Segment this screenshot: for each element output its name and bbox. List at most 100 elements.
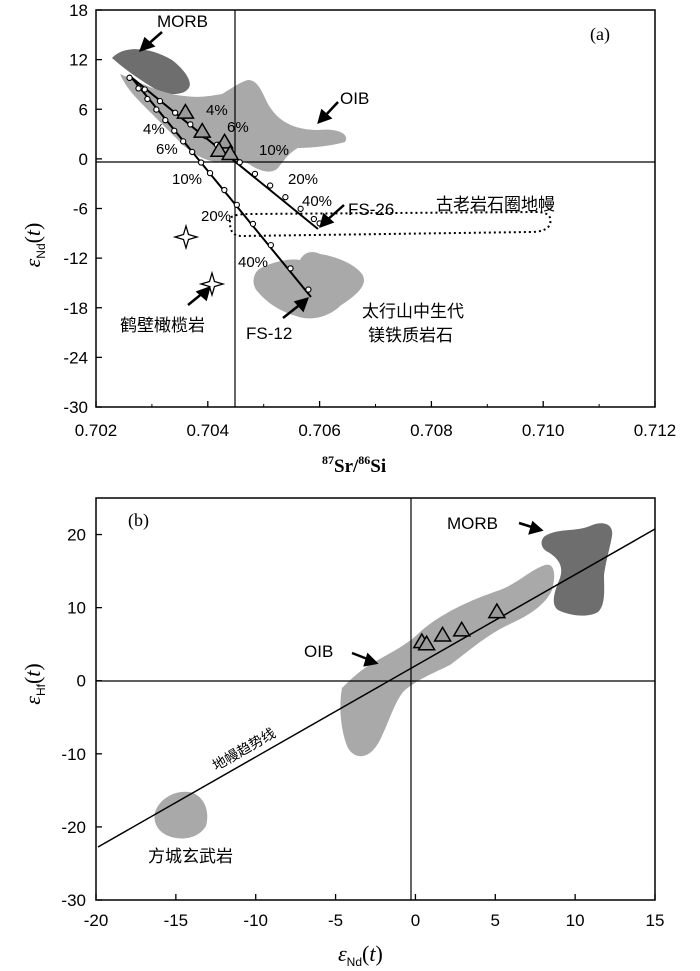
y-tick-label-a: 18: [69, 1, 88, 20]
pct-label-fs12-6: 6%: [156, 141, 178, 158]
ancient-mantle-label: 古老岩石圈地幔: [436, 195, 555, 215]
mantle-trend-line: [97, 528, 656, 848]
y-tick-label-b: -10: [61, 745, 86, 764]
y-tick-label-a: 12: [69, 51, 88, 70]
x-tick-label-b: 5: [491, 911, 500, 930]
oib-region-a: [120, 74, 347, 172]
mixing-point: [251, 170, 259, 178]
arrow-head-morb-a: [138, 36, 156, 53]
panel-label-a: (a): [590, 24, 610, 45]
sample-triangle-b: [452, 620, 472, 637]
panel-a: 0.702 0.704 0.706 0.708 0.710 0.712 18 12 6 0 -6 -1…: [20, 1, 676, 477]
mixing-point: [233, 201, 241, 209]
mixing-point: [267, 241, 275, 249]
pct-label-fs12-40: 40%: [238, 254, 268, 271]
mixing-point: [305, 286, 312, 293]
x-tick-label-b: -10: [243, 911, 268, 930]
mixing-point: [153, 106, 160, 113]
mixing-point: [126, 74, 133, 81]
arrow-head-morb-b: [528, 520, 544, 535]
mixing-point: [135, 85, 142, 92]
mixing-point: [144, 95, 151, 103]
x-tick-label-b: 10: [566, 911, 585, 930]
mixing-point: [156, 97, 164, 105]
x-tick-label-a: 0.702: [75, 421, 118, 440]
mixing-point: [171, 127, 178, 134]
sample-triangle-b: [487, 602, 507, 619]
morb-region-b: [541, 523, 613, 616]
fangcheng-region: [154, 791, 208, 839]
y-axis-title-b: εHf(t): [20, 663, 48, 704]
taihangshan-label-2: 镁铁质岩石: [368, 326, 453, 346]
morb-region-a: [112, 49, 190, 95]
arrow-head-fs26: [319, 212, 335, 228]
y-tick-label-b: 0: [77, 672, 86, 691]
fs12-label: FS-12: [246, 324, 292, 343]
y-tick-label-b: 10: [67, 599, 86, 618]
pct-label-fs26-10: 10%: [259, 142, 289, 159]
y-tick-label-a: 6: [79, 100, 88, 119]
arrow-head-fs12: [293, 297, 309, 313]
y-tick-label-b: -30: [61, 891, 86, 910]
mixing-point: [180, 138, 187, 145]
x-tick-label-a: 0.706: [298, 421, 341, 440]
mixing-line-fs12: [130, 76, 312, 298]
mixing-point: [206, 169, 214, 177]
oib-label-a: OIB: [340, 89, 369, 108]
x-axis-title-b: εNd(t): [338, 941, 383, 969]
pct-label-fs26-20: 20%: [288, 171, 318, 188]
heibi-stars: [172, 223, 226, 298]
y-tick-label-b: -20: [61, 818, 86, 837]
mixing-point: [162, 117, 169, 124]
morb-label-a: MORB: [157, 12, 208, 31]
x-tick-label-b: -5: [328, 911, 343, 930]
pct-label-fs26-40: 40%: [302, 193, 332, 210]
mixing-point: [188, 148, 196, 156]
sample-triangle-a: [209, 141, 229, 157]
y-tick-label-a: -6: [73, 200, 88, 219]
x-axis-title-a: 87Sr/86Si: [322, 453, 386, 477]
panel-label-b: (b): [128, 510, 149, 531]
mixing-point: [282, 194, 289, 201]
sample-triangle-a: [220, 144, 240, 161]
y-tick-label-b: 20: [67, 526, 86, 545]
ticks-a: 0.702 0.704 0.706 0.708 0.710 0.712 18 12 6 0 -6 -1…: [63, 1, 676, 440]
y-tick-label-a: 0: [79, 150, 88, 169]
x-tick-label-a: 0.710: [522, 421, 565, 440]
x-tick-label-b: -15: [164, 911, 189, 930]
arrow-head-oib-b: [363, 652, 379, 667]
pct-label-fs26-6: 6%: [227, 119, 249, 136]
sample-triangle-a: [176, 103, 195, 119]
mixing-point: [187, 121, 194, 128]
plot-frame-b: [95, 497, 656, 901]
fs26-label: FS-26: [348, 200, 394, 219]
heibi-label: 鹤壁橄榄岩: [120, 316, 205, 336]
x-tick-label-b: 0: [411, 911, 420, 930]
y-tick-label-a: -12: [63, 249, 88, 268]
arrows-b: [351, 520, 544, 667]
sample-triangle-b: [417, 634, 436, 651]
pct-label-fs26-4: 4%: [206, 102, 228, 119]
pct-label-fs12-4: 4%: [143, 121, 165, 138]
arrow-head-oib-a: [317, 108, 333, 124]
x-tick-label-b: -20: [84, 911, 109, 930]
mixing-point: [297, 205, 304, 212]
mixing-point: [249, 220, 257, 228]
mixing-point: [172, 109, 179, 116]
mixing-point: [236, 159, 243, 166]
y-tick-label-a: -30: [63, 398, 88, 417]
y-tick-label-a: -18: [63, 299, 88, 318]
star-marker-1: [172, 223, 200, 251]
pct-label-fs12-10: 10%: [172, 171, 202, 188]
mixing-point: [267, 182, 274, 189]
mixing-point: [197, 159, 205, 166]
x-tick-label-a: 0.712: [634, 421, 677, 440]
morb-label-b: MORB: [447, 514, 498, 533]
mixing-point: [221, 186, 228, 194]
taihangshan-region: [253, 252, 364, 319]
star-marker-2: [198, 270, 226, 298]
arrows-a: [138, 31, 345, 319]
